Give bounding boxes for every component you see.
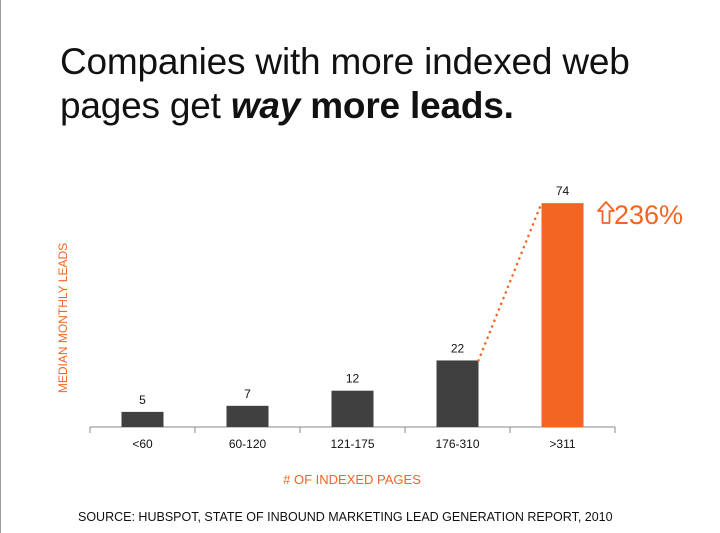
bar-2	[226, 405, 269, 427]
increase-annotation: 236%	[614, 200, 683, 230]
data-label: 5	[139, 393, 146, 407]
slide-title: Companies with more indexed web pages ge…	[60, 40, 700, 128]
x-tick-label: 121-175	[330, 437, 374, 451]
bar-4	[436, 360, 479, 427]
dotted-connector	[477, 201, 543, 362]
slide-left-border	[0, 0, 1, 533]
title-text-end: more leads.	[300, 85, 514, 126]
title-text-start: Companies with more indexed web pages ge…	[60, 41, 630, 126]
title-emphasis: way	[230, 85, 301, 126]
x-axis-label: # OF INDEXED PAGES	[283, 472, 421, 487]
data-label: 22	[451, 341, 465, 355]
up-arrow-outline-icon	[597, 201, 615, 224]
x-tick-label: 60-120	[229, 437, 267, 451]
bar-1	[121, 411, 164, 427]
source-citation: SOURCE: HUBSPOT, STATE OF INBOUND MARKET…	[78, 510, 613, 524]
data-label: 12	[346, 372, 360, 386]
x-tick-label: 176-310	[435, 437, 479, 451]
x-tick-label: >311	[549, 437, 575, 451]
x-tick-label: <60	[132, 437, 153, 451]
data-label: 7	[244, 387, 251, 401]
y-axis-label: MEDIAN MONTHLY LEADS	[56, 243, 70, 393]
bar-5	[541, 203, 584, 427]
bar-3	[331, 390, 374, 427]
data-label: 74	[556, 184, 570, 198]
